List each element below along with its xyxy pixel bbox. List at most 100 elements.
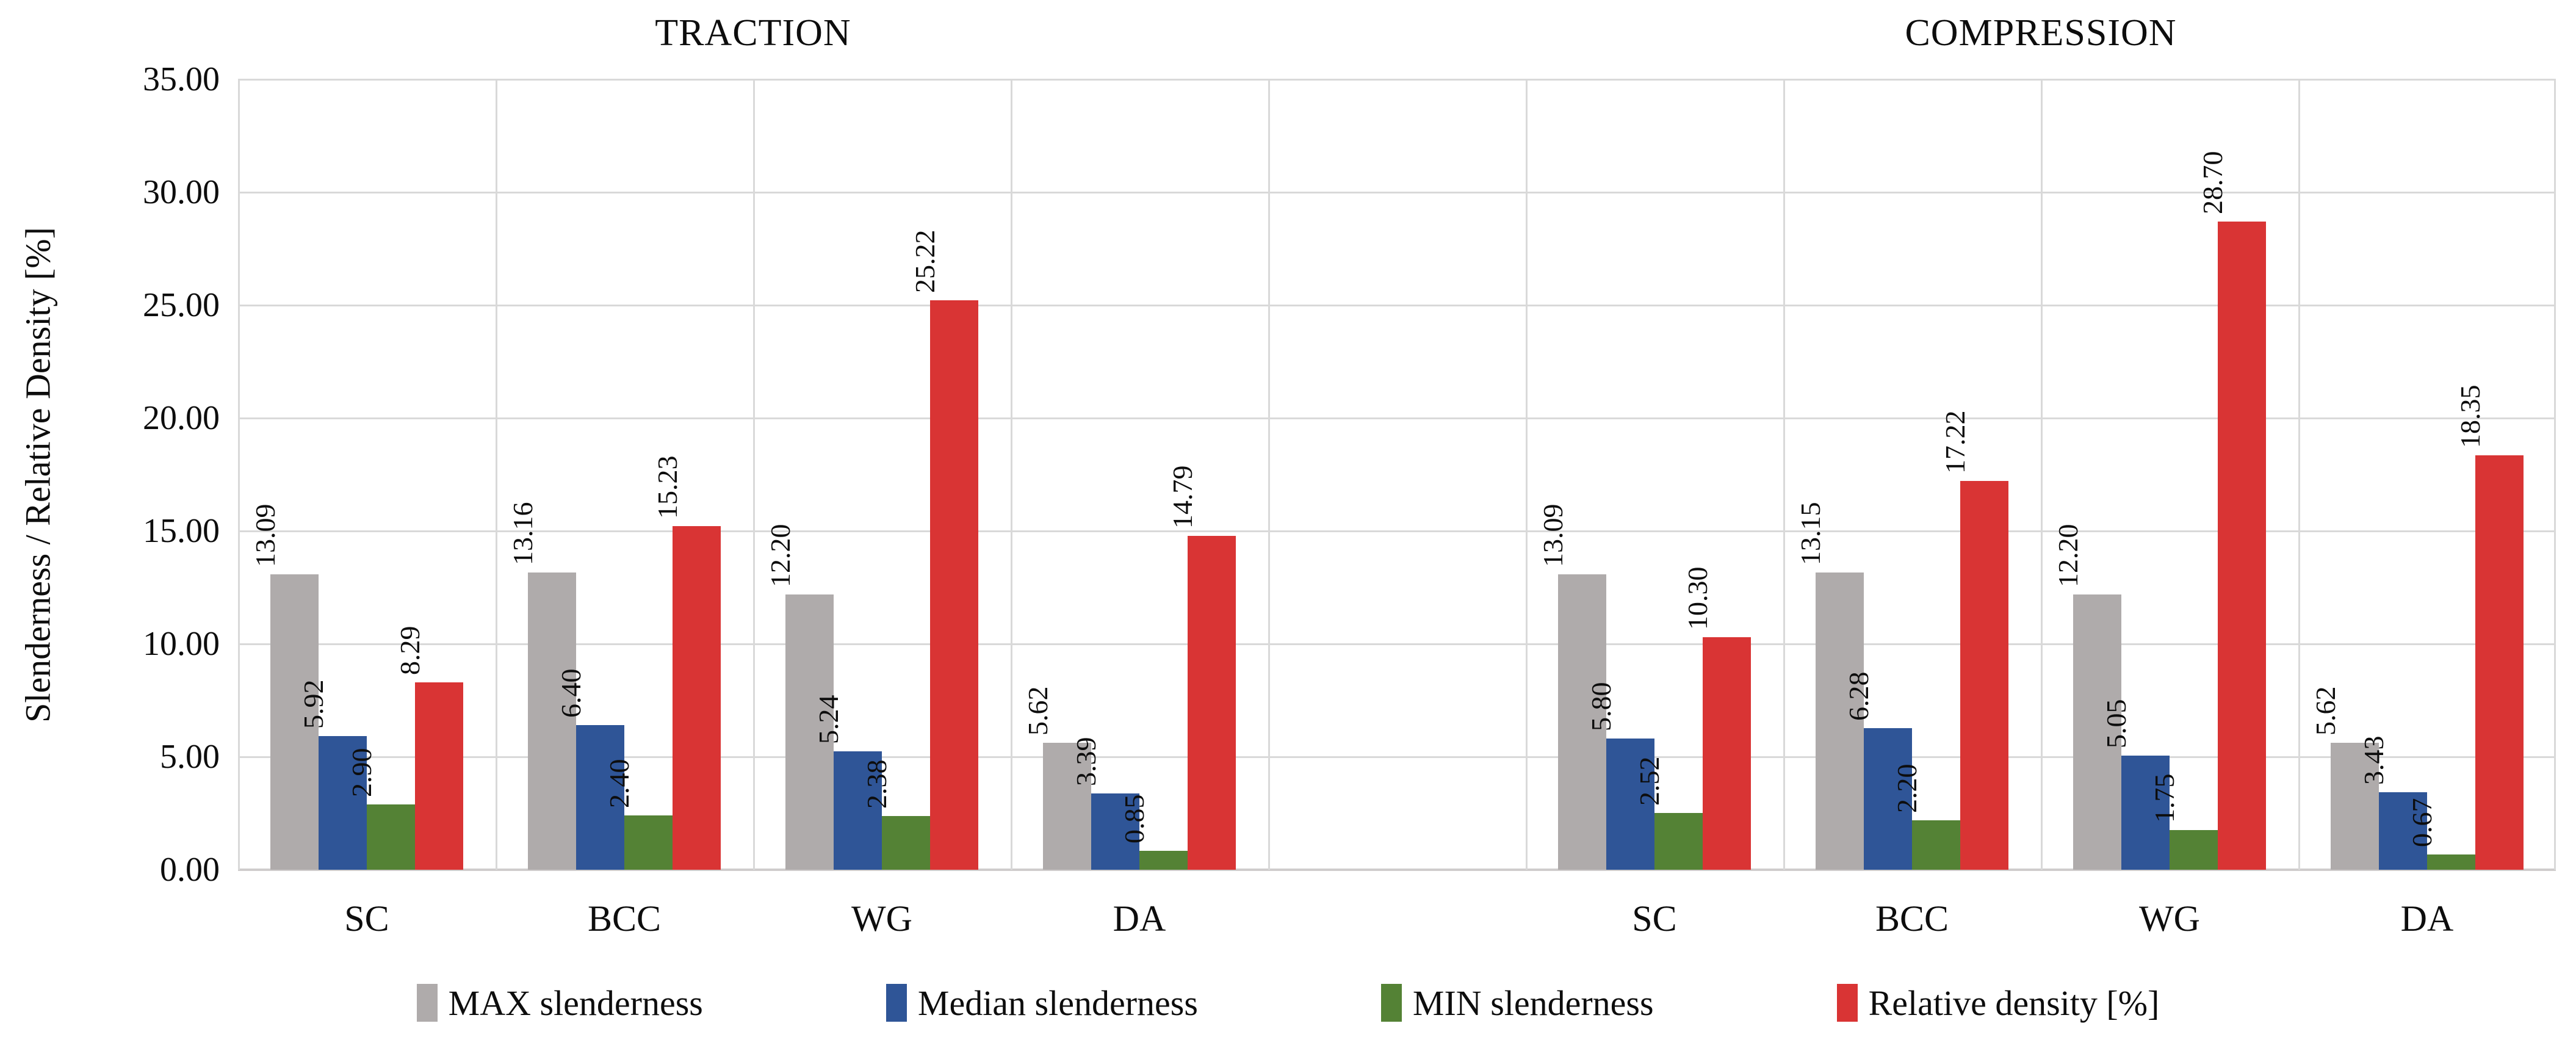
bar-min-slenderness [882,815,930,870]
bar-value-label: 12.20 [2052,524,2084,587]
category-separator-line [1268,79,1270,870]
gridline-horizontal [238,191,2556,193]
legend-item: Median slenderness [886,983,1198,1024]
category-separator-line [1783,79,1785,870]
bar-relative-density [1188,535,1236,870]
bar-value-label: 3.43 [2358,735,2389,786]
y-axis-tick-label: 10.00 [143,625,220,663]
gridline-horizontal [238,417,2556,419]
x-axis-line [238,869,2556,871]
legend-label: MIN slenderness [1412,983,1654,1023]
category-separator-line [2041,79,2043,870]
legend-label: Relative density [%] [1868,983,2160,1023]
category-label: WG [851,898,912,939]
category-separator-line [1526,79,1528,870]
bar-value-label: 5.80 [1585,682,1617,732]
bar-value-label: 17.22 [1939,410,1971,474]
bar-relative-density [930,300,978,870]
bar-value-label: 1.75 [2148,773,2180,823]
bar-min-slenderness [1139,850,1188,870]
legend: MAX slenderness Median slenderness MIN sle… [0,969,2576,1036]
panel-title-compression: COMPRESSION [1905,12,2177,54]
gridline-horizontal [238,78,2556,81]
bar-max-slenderness [270,574,319,870]
bar-value-label: 5.62 [2309,686,2341,736]
legend-item: Relative density [%] [1836,983,2160,1024]
bar-value-label: 6.28 [1842,671,1874,721]
bar-median-slenderness [1091,793,1139,870]
bar-max-slenderness [2073,594,2121,870]
category-separator-line [753,79,755,870]
legend-swatch [1380,984,1402,1022]
plot-area: 13.09 5.92 2.90 8.29 13.16 6.40 2.40 15.23 12.20… [238,78,2556,871]
gridline-horizontal [238,643,2556,645]
bar-relative-density [1703,637,1751,870]
bar-min-slenderness [2427,854,2475,870]
bar-median-slenderness [2379,792,2427,870]
category-separator-line [2298,79,2300,870]
gridline-horizontal [238,304,2556,306]
bar-value-label: 3.39 [1070,737,1102,786]
legend-item: MAX slenderness [416,983,703,1024]
bar-value-label: 25.22 [909,229,940,293]
y-axis-tick-label: 0.00 [160,851,220,889]
bar-relative-density [1960,480,2008,870]
bar-median-slenderness [319,735,367,870]
panel-title-traction: TRACTION [655,12,851,54]
y-axis-tick-label: 25.00 [143,286,220,324]
bar-median-slenderness [834,751,882,870]
bar-value-label: 28.70 [2196,151,2228,215]
bar-value-label: 2.90 [345,748,377,797]
category-label: DA [1113,898,1166,939]
bar-value-label: 12.20 [764,524,796,587]
bar-relative-density [673,526,721,870]
bar-max-slenderness [528,573,576,870]
bar-min-slenderness [367,804,415,870]
bar-value-label: 0.85 [1118,794,1150,843]
bar-min-slenderness [624,815,673,870]
y-axis-tick-label: 20.00 [143,399,220,437]
bar-value-label: 13.09 [1537,504,1568,567]
legend-swatch [1836,984,1858,1022]
plot-right-border [2554,79,2556,870]
bar-value-label: 0.67 [2406,798,2437,848]
bar-max-slenderness [1043,743,1091,870]
bar-max-slenderness [1558,574,1606,870]
category-label: SC [1632,898,1677,939]
bar-relative-density [2218,222,2266,870]
bar-value-label: 2.38 [860,759,892,809]
y-axis-tick-label: 30.00 [143,173,220,211]
bar-value-label: 5.92 [297,679,329,729]
gridline-horizontal [238,530,2556,532]
bar-median-slenderness [1606,739,1654,870]
bar-value-label: 10.30 [1681,566,1713,630]
bar-relative-density [2475,455,2524,870]
bar-min-slenderness [1912,820,1960,870]
bar-median-slenderness [2121,756,2170,870]
category-label: DA [2400,898,2454,939]
bar-min-slenderness [2170,830,2218,870]
bar-value-label: 18.35 [2454,385,2486,449]
category-label: SC [344,898,389,939]
bar-value-label: 13.09 [249,504,281,567]
bar-value-label: 5.24 [812,695,844,745]
category-label: WG [2139,898,2200,939]
category-label: BCC [587,898,662,939]
bar-median-slenderness [576,725,624,870]
gridline-horizontal [238,756,2556,758]
legend-label: Median slenderness [917,983,1198,1023]
bar-median-slenderness [1864,728,1912,870]
bar-min-slenderness [1654,812,1703,870]
bar-value-label: 5.05 [2100,699,2132,749]
legend-label: MAX slenderness [448,983,703,1023]
bar-max-slenderness [1816,573,1864,870]
bar-value-label: 13.16 [507,502,538,566]
y-axis-tick-label: 15.00 [143,512,220,550]
category-label: BCC [1875,898,1949,939]
plot-left-border [238,79,240,870]
bar-value-label: 13.15 [1794,502,1826,566]
category-separator-line [496,79,497,870]
bar-value-label: 15.23 [651,455,683,519]
bar-value-label: 6.40 [555,668,586,718]
